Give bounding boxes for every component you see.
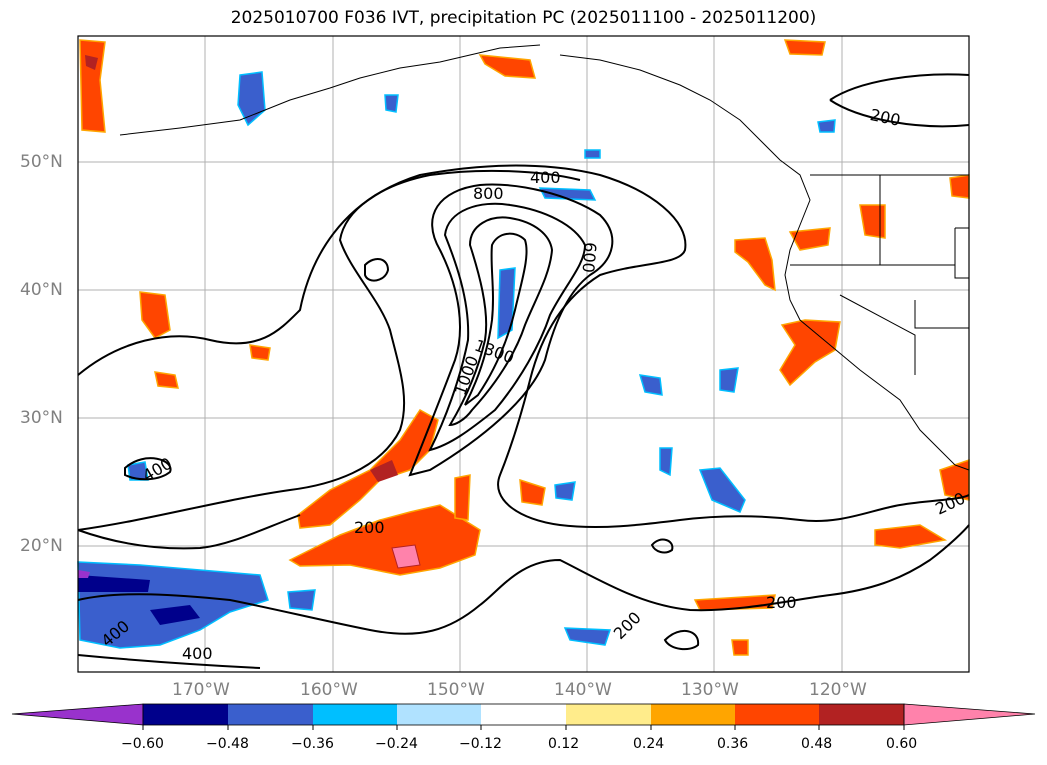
colorbar-segment [481, 704, 566, 725]
colorbar-tick-label: −0.36 [291, 736, 334, 752]
precip-positive-anomalies [79, 39, 970, 656]
contour-label: 600 [578, 241, 601, 274]
map-frame [77, 35, 970, 673]
colorbar-tick-label: 0.12 [548, 736, 580, 752]
colorbar-tick-label: 0.24 [633, 736, 665, 752]
colorbar-tick-label: 0.60 [886, 736, 918, 752]
colorbar-segment [313, 704, 397, 725]
colorbar-segment [735, 704, 819, 725]
colorbar-segment [143, 704, 228, 725]
latitude-label: 30°N [20, 408, 63, 428]
contour-label: 400 [530, 168, 561, 187]
contour-label: 200 [354, 518, 385, 537]
latitude-label: 50°N [20, 152, 63, 172]
colorbar-segment [651, 704, 735, 725]
longitude-label: 140°W [554, 680, 612, 700]
contour-label: 200 [766, 593, 797, 612]
longitude-label: 170°W [172, 680, 230, 700]
colorbar-extend-low [11, 703, 144, 726]
contour-label: 800 [473, 184, 504, 203]
longitude-label: 160°W [300, 680, 358, 700]
precip-negative-anomalies [77, 71, 836, 649]
colorbar-tick-label: 0.36 [717, 736, 749, 752]
latitude-label: 20°N [20, 536, 63, 556]
colorbar-tick-label: −0.24 [375, 736, 418, 752]
colorbar-segment [397, 704, 481, 725]
longitude-label: 150°W [427, 680, 485, 700]
graticule [78, 36, 969, 672]
colorbar-segment [228, 704, 313, 725]
colorbar-extend-high [903, 703, 1036, 726]
coastlines [119, 44, 970, 471]
latitude-label: 40°N [20, 280, 63, 300]
colorbar-tick-label: −0.60 [121, 736, 164, 752]
colorbar-tick-label: −0.12 [459, 736, 502, 752]
colorbar-tick-label: −0.48 [206, 736, 249, 752]
colorbar-segment [819, 704, 904, 725]
colorbar [11, 703, 1036, 730]
colorbar-tick-label: 0.48 [801, 736, 833, 752]
contour-label: 400 [182, 644, 213, 663]
longitude-label: 120°W [809, 680, 867, 700]
longitude-label: 130°W [681, 680, 739, 700]
map-title: 2025010700 F036 IVT, precipitation PC (2… [230, 8, 817, 28]
ivt-contours [77, 73, 970, 669]
colorbar-segment [566, 704, 651, 725]
